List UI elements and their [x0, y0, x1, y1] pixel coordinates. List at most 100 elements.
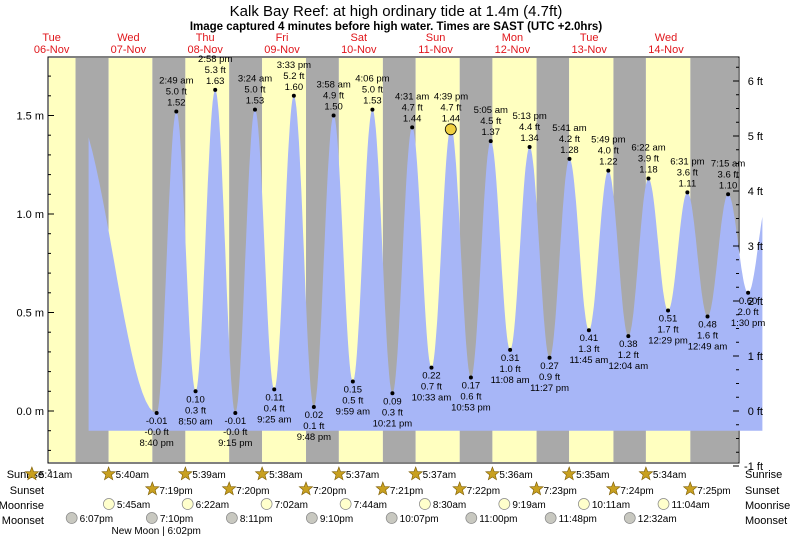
left-axis: 0.0 m 0.5 m 1.0 m 1.5 m [16, 75, 54, 471]
tide-feet-label: -0.0 ft [223, 427, 248, 438]
right-tick-label: 6 ft [748, 76, 763, 88]
tide-markers: 2:49 am5.0 ft1.52-0.01-0.0 ft8:40 pm0.10… [139, 54, 765, 449]
day-name: Tue [42, 32, 61, 44]
tide-metre-label: 1.52 [167, 98, 186, 109]
sunset-icon [298, 481, 314, 496]
moonrise-icon [181, 498, 194, 510]
tide-point [233, 410, 238, 415]
tide-metre-label: 1.11 [678, 178, 696, 189]
tide-point [488, 139, 493, 144]
tide-metre-label: 1.34 [520, 133, 539, 144]
tide-metre-label: 1.60 [285, 82, 304, 93]
moonset-time: 11:00pm [479, 514, 517, 525]
tide-feet-label: 0.1 ft [303, 421, 324, 432]
tide-feet-label: 1.3 ft [578, 344, 599, 355]
moonset-time: 7:10pm [160, 514, 193, 525]
moonrise-icon [103, 498, 115, 510]
tide-point [726, 192, 731, 197]
tide-feet-label: 4.5 ft [480, 116, 501, 127]
tide-point [646, 176, 651, 181]
tide-time-label: 10:53 pm [451, 403, 491, 414]
tide-point [606, 168, 611, 173]
sunrise-icon [254, 466, 270, 481]
tide-metre-label: 0.17 [462, 381, 481, 392]
tide-metre-label: 0.22 [422, 371, 441, 382]
row-label-moonrise: Moonrise [745, 500, 790, 512]
tide-time-label: 5:41 am [552, 123, 586, 134]
tide-metre-label: 1.44 [403, 113, 422, 124]
day-date: 08-Nov [187, 44, 223, 56]
tide-feet-label: 4.2 ft [559, 134, 580, 145]
moonrise-icon [498, 498, 511, 510]
moonset-time: 6:07pm [80, 514, 113, 525]
sunrise-time: 5:39am [192, 470, 225, 481]
moonset-time: 9:10pm [320, 514, 353, 525]
tide-point [527, 145, 532, 150]
sunset-time: 7:20pm [313, 486, 346, 497]
row-label-moonrise: Moonrise [0, 500, 44, 512]
tide-time-label: 4:31 am [395, 91, 429, 102]
row-labels-right: Sunrise Sunset Moonrise Moonset [745, 469, 790, 527]
tide-point [272, 387, 277, 392]
tide-time-label: 3:33 pm [277, 60, 311, 71]
tide-feet-label: -0.0 ft [144, 427, 169, 438]
moonrise-icon [657, 498, 670, 510]
tide-metre-label: -0.01 [224, 416, 246, 427]
sunrise-time: 5:41am [39, 470, 72, 481]
moonrise-time: 10:11am [592, 500, 630, 511]
tide-feet-label: 4.9 ft [323, 91, 344, 102]
tide-time-label: 9:48 pm [297, 432, 331, 443]
day-labels: Tue06-NovWed07-NovThu08-NovFri09-NovSat1… [34, 32, 684, 56]
tide-time-label: 12:49 am [688, 341, 728, 352]
day-date: 06-Nov [34, 44, 70, 56]
row-label-sunrise: Sunrise [745, 469, 782, 481]
day-name: Wed [117, 32, 139, 44]
tide-time-label: 6:22 am [631, 143, 665, 154]
tide-point [685, 190, 690, 195]
moonrise-time: 7:02am [275, 500, 308, 511]
moonset-icon [305, 512, 318, 524]
tide-time-label: 2:49 am [159, 76, 193, 87]
tide-feet-label: 5.3 ft [205, 65, 226, 76]
day-name: Sat [351, 32, 368, 44]
current-tide-marker [444, 123, 457, 136]
tide-feet-label: 1.0 ft [500, 364, 521, 375]
tide-metre-label: 0.48 [698, 319, 717, 330]
sunset-icon [452, 481, 468, 496]
tide-point [626, 334, 631, 339]
tide-point [390, 391, 395, 396]
sunset-icon [221, 481, 237, 496]
tide-time-label: 5:05 am [474, 105, 508, 116]
right-tick-label: 4 ft [748, 186, 763, 198]
tide-feet-label: 5.2 ft [283, 71, 304, 82]
tide-time-label: 5:49 pm [591, 135, 625, 146]
sunset-time: 7:20pm [236, 486, 269, 497]
day-band [49, 58, 76, 462]
tide-point [213, 87, 218, 92]
moonset-icon [544, 512, 557, 524]
right-tick-label: 1 ft [748, 351, 763, 363]
tide-time-label: 12:04 am [609, 361, 649, 372]
moonrise-icon [578, 498, 590, 510]
tide-point [429, 365, 434, 370]
sunset-time: 7:22pm [467, 486, 500, 497]
tide-feet-label: 1.6 ft [697, 330, 718, 341]
day-date: 12-Nov [495, 44, 531, 56]
sunset-time: 7:25pm [697, 486, 730, 497]
chart-title: Kalk Bay Reef: at high ordinary tide at … [230, 3, 563, 20]
left-tick-label: 0.0 m [16, 406, 44, 418]
tide-time-label: 3:24 am [238, 74, 272, 85]
moonrise-time: 7:44am [354, 500, 387, 511]
tide-metre-label: 1.50 [324, 102, 343, 113]
moonset-time: 12:32am [638, 514, 677, 525]
right-tick-label: -1 ft [744, 461, 763, 473]
moonrise-icon [419, 498, 431, 510]
tide-metre-label: 0.10 [186, 394, 205, 405]
tide-feet-label: 0.3 ft [185, 405, 206, 416]
sunrise-icon [484, 466, 500, 481]
tide-point [370, 107, 375, 112]
day-date: 11-Nov [418, 44, 453, 56]
tide-metre-label: 1.53 [246, 96, 265, 107]
tide-feet-label: 5.0 ft [166, 87, 187, 98]
plot-area: 2:49 am5.0 ft1.52-0.01-0.0 ft8:40 pm0.10… [16, 54, 765, 473]
